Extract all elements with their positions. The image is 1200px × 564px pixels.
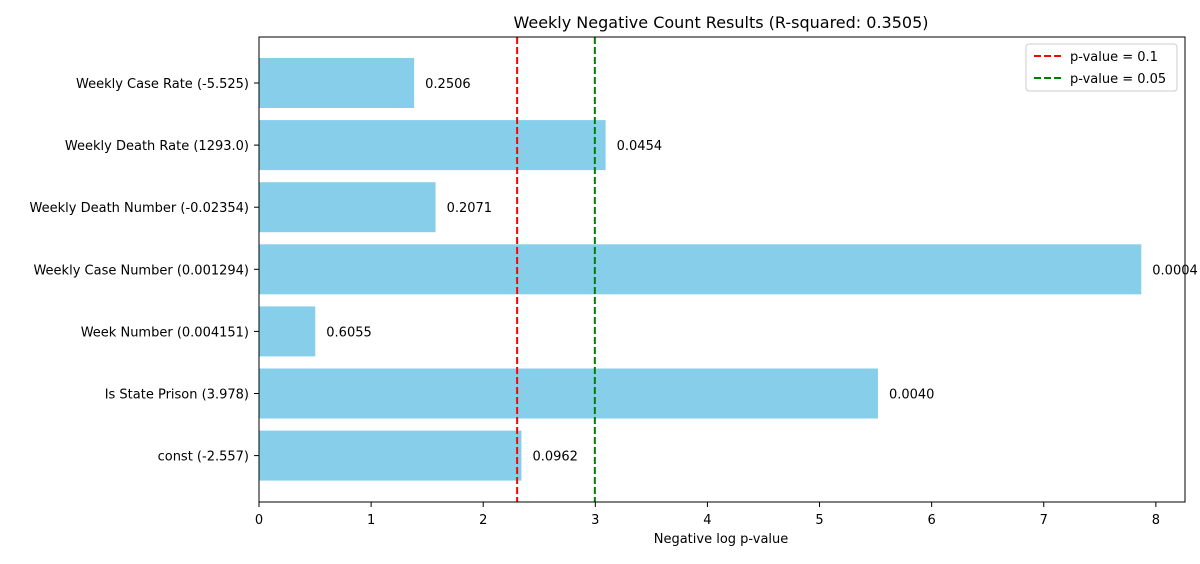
legend-box [1025, 43, 1178, 92]
x-axis-label: Negative log p-value [654, 532, 789, 547]
x-tick-label: 4 [703, 513, 711, 528]
x-tick-label: 2 [479, 513, 487, 528]
x-tick-label: 7 [1040, 513, 1048, 528]
bar-value-label: 0.0454 [617, 139, 663, 154]
y-tick-label: Weekly Death Rate (1293.0) [65, 139, 249, 154]
y-tick-label: Is State Prison (3.978) [105, 388, 249, 403]
y-tick-label: const (-2.557) [158, 450, 249, 465]
bar-value-label: 0.0962 [532, 450, 578, 465]
y-tick-label: Week Number (0.004151) [81, 325, 249, 340]
y-tick-label: Weekly Case Number (0.001294) [33, 263, 249, 278]
x-tick-label: 3 [591, 513, 599, 528]
bar [259, 306, 316, 357]
x-tick-label: 0 [255, 513, 263, 528]
legend-label: p-value = 0.1 [1070, 50, 1158, 65]
bar-value-label: 0.0040 [889, 388, 935, 403]
bar-value-label: 0.2071 [447, 201, 493, 216]
x-tick-label: 8 [1152, 513, 1160, 528]
bar-value-label: 0.6055 [326, 325, 372, 340]
y-tick-label: Weekly Case Rate (-5.525) [76, 77, 249, 92]
bar [259, 120, 606, 171]
bar [259, 244, 1142, 295]
chart-title: Weekly Negative Count Results (R-squared… [513, 13, 928, 32]
bar [259, 182, 436, 233]
x-tick-label: 5 [815, 513, 823, 528]
y-tick-label: Weekly Death Number (-0.02354) [30, 201, 249, 216]
bar [259, 368, 878, 419]
bar [259, 58, 415, 108]
x-tick-label: 1 [367, 513, 375, 528]
x-tick-label: 6 [927, 513, 935, 528]
axes-layer: 0 1 2 3 4 5 6 7 8 Weekly Case Rate (-5.525) Weekly… [30, 36, 1186, 528]
legend: p-value = 0.1 p-value = 0.05 [1025, 43, 1178, 92]
bars-layer: 0.2506 0.0454 0.2071 0.0004 0.6055 0.0040 0.09… [259, 58, 1198, 481]
bar [259, 430, 522, 481]
bar-value-label: 0.0004 [1152, 263, 1198, 278]
bar-value-label: 0.2506 [425, 77, 471, 92]
legend-label: p-value = 0.05 [1070, 72, 1166, 87]
reference-lines-layer [516, 37, 596, 502]
